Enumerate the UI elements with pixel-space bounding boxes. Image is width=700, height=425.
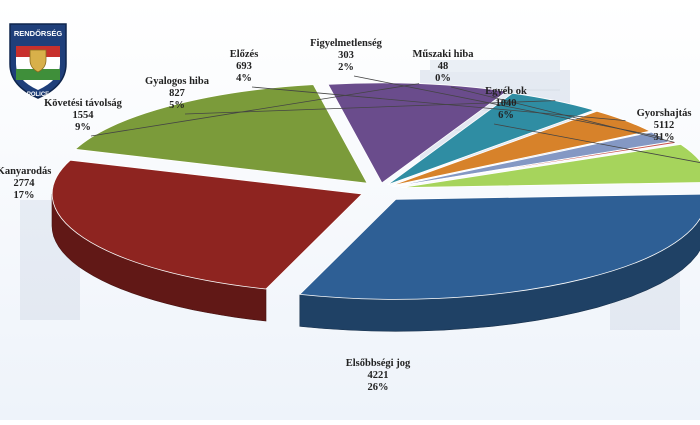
slice-label-egyeb-ok: Egyéb ok 1040 6% [485,86,527,121]
slice-label-kanyarodas: Kanyarodás 2774 17% [0,166,51,201]
badge-top-text: RENDŐRSÉG [14,29,63,38]
leader-line-egyeb-ok [493,123,700,163]
slice-percent-figyelmetlenseg: 2% [338,62,354,73]
slice-percent-gyalogos-hiba: 5% [169,100,185,111]
slice-label-muszaki-hiba: Műszaki hiba [413,49,475,60]
slice-value-figyelmetlenseg: 303 [338,50,354,61]
slice-label-gyorshajtas: Gyorshajtás [637,108,692,119]
slice-label-elsobbsegi-jog: Elsőbbségi jog 4221 26% [346,358,411,393]
slice-percent-elozes: 4% [236,73,252,84]
slice-label-gyalogos-hiba: Gyalogos hiba [145,76,210,87]
pie-labels: Gyorshajtás 5112 31% Elsőbbségi jog 4221 26% K… [0,38,700,393]
badge-bottom-text: POLICE [27,92,49,98]
slice-label-kovetesi-tavolsag: Követési távolság 1554 9% [44,98,123,133]
slice-percent-kanyarodas: 17% [14,190,35,201]
slice-label-figyelmetlenseg: Figyelmetlenség [310,38,382,49]
slice-label-elozes: Előzés 693 4% [230,49,259,84]
leader-line-kovetesi-tavolsag [90,83,420,137]
pie-slice-egyeb-ok [401,143,700,188]
slice-value-elozes: 693 [236,61,252,72]
slice-percent-kovetesi-tavolsag: 9% [75,122,91,133]
slice-percent-gyorshajtas: 31% [654,132,675,143]
slice-label-gyorshajtas: Gyorshajtás 5112 31% [637,108,692,143]
slice-percent-muszaki-hiba: 0% [435,73,451,84]
slice-label-kanyarodas: Kanyarodás [0,166,51,177]
leader-line-muszaki-hiba [450,86,675,143]
slice-value-gyorshajtas: 5112 [654,120,674,131]
leader-line-figyelmetlenseg [353,75,661,138]
slice-label-egyeb-ok: Egyéb ok [485,86,527,97]
slice-value-gyalogos-hiba: 827 [169,88,185,99]
police-badge-logo: RENDŐRSÉG POLICE [9,23,67,99]
slice-label-elozes: Előzés [230,49,259,60]
slice-value-kovetesi-tavolsag: 1554 [73,110,95,121]
pie-slice-kanyarodas [74,84,368,184]
slice-percent-elsobbsegi-jog: 26% [368,382,389,393]
pie-slice-muszaki-hiba [396,141,677,187]
pie-slices [51,82,700,332]
slice-label-elsobbsegi-jog: Elsőbbségi jog [346,358,411,369]
slice-value-muszaki-hiba: 48 [438,61,449,72]
slice-value-elsobbsegi-jog: 4221 [368,370,389,381]
slice-label-kovetesi-tavolsag: Követési távolság [44,98,123,109]
slice-label-muszaki-hiba: Műszaki hiba 48 0% [413,49,475,84]
leader-line-gyalogos-hiba [184,100,556,115]
slice-label-figyelmetlenseg: Figyelmetlenség 303 2% [310,38,382,73]
slice-percent-egyeb-ok: 6% [498,110,514,121]
pie-slice-gyorshajtas [298,193,700,300]
slice-value-egyeb-ok: 1040 [496,98,517,109]
slice-value-kanyarodas: 2774 [14,178,36,189]
slice-label-gyalogos-hiba: Gyalogos hiba 827 5% [145,76,210,111]
pie-slice-elsobbsegi-jog [51,159,363,290]
